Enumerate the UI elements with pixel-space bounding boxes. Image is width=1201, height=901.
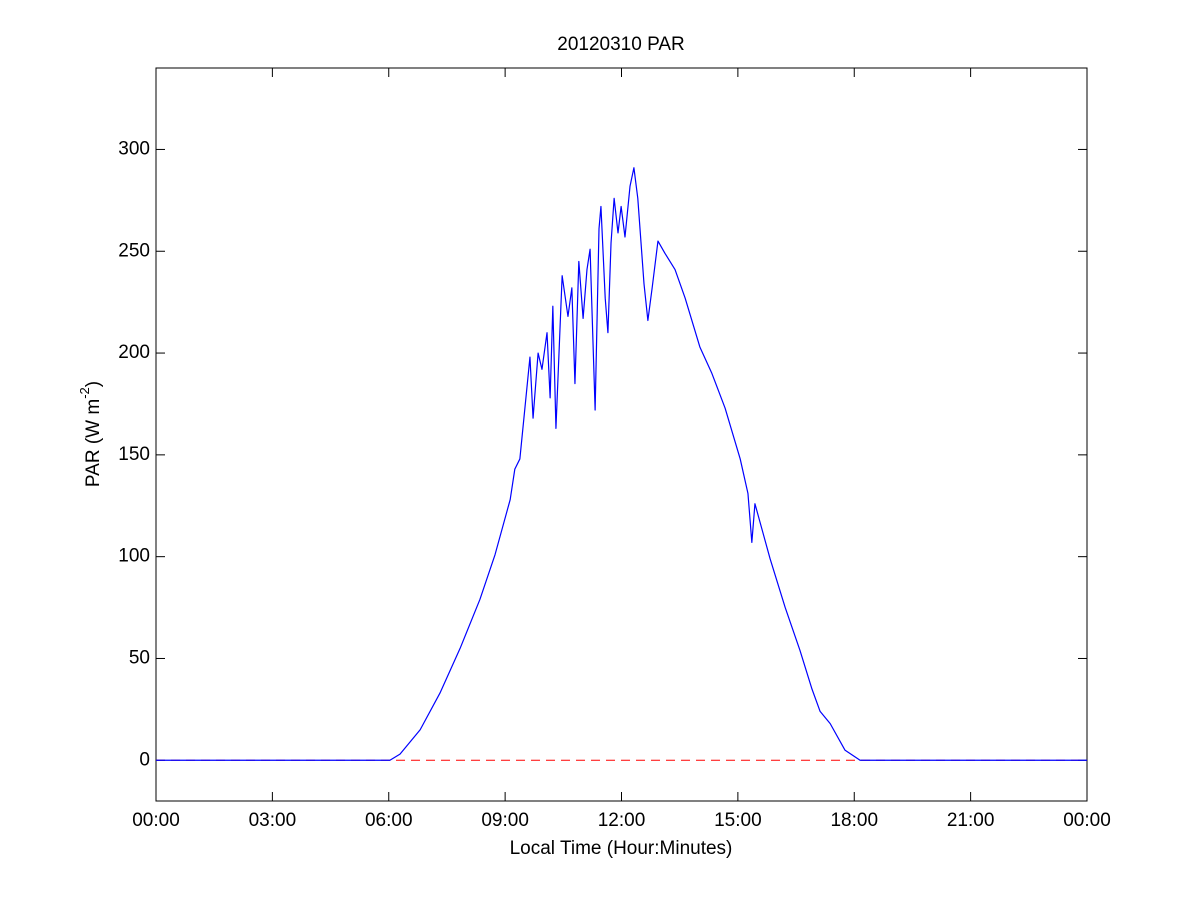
x-axis-label: Local Time (Hour:Minutes)	[510, 838, 733, 859]
y-tick-label: 200	[118, 342, 150, 363]
y-tick-label: 100	[118, 546, 150, 567]
chart-title: 20120310 PAR	[557, 34, 684, 55]
y-label-exponent: -2	[77, 387, 92, 399]
y-label-close: )	[83, 381, 104, 387]
data-line	[156, 167, 1087, 761]
y-axis-label: PAR (W m-2)	[77, 381, 104, 487]
x-tick-label: 21:00	[947, 810, 995, 831]
x-tick-label: 12:00	[598, 810, 646, 831]
y-tick-label: 150	[118, 444, 150, 465]
x-tick-label: 09:00	[481, 810, 529, 831]
x-tick-label: 00:00	[132, 810, 180, 831]
x-tick-label: 00:00	[1063, 810, 1111, 831]
y-tick-label: 300	[118, 138, 150, 159]
y-label-text: PAR (W m	[83, 399, 104, 487]
x-tick-label: 18:00	[830, 810, 878, 831]
x-tick-label: 06:00	[365, 810, 413, 831]
y-tick-label: 250	[118, 240, 150, 261]
x-tick-label: 03:00	[249, 810, 297, 831]
x-tick-label: 15:00	[714, 810, 762, 831]
y-tick-label: 50	[129, 647, 150, 668]
y-tick-label: 0	[139, 749, 150, 770]
